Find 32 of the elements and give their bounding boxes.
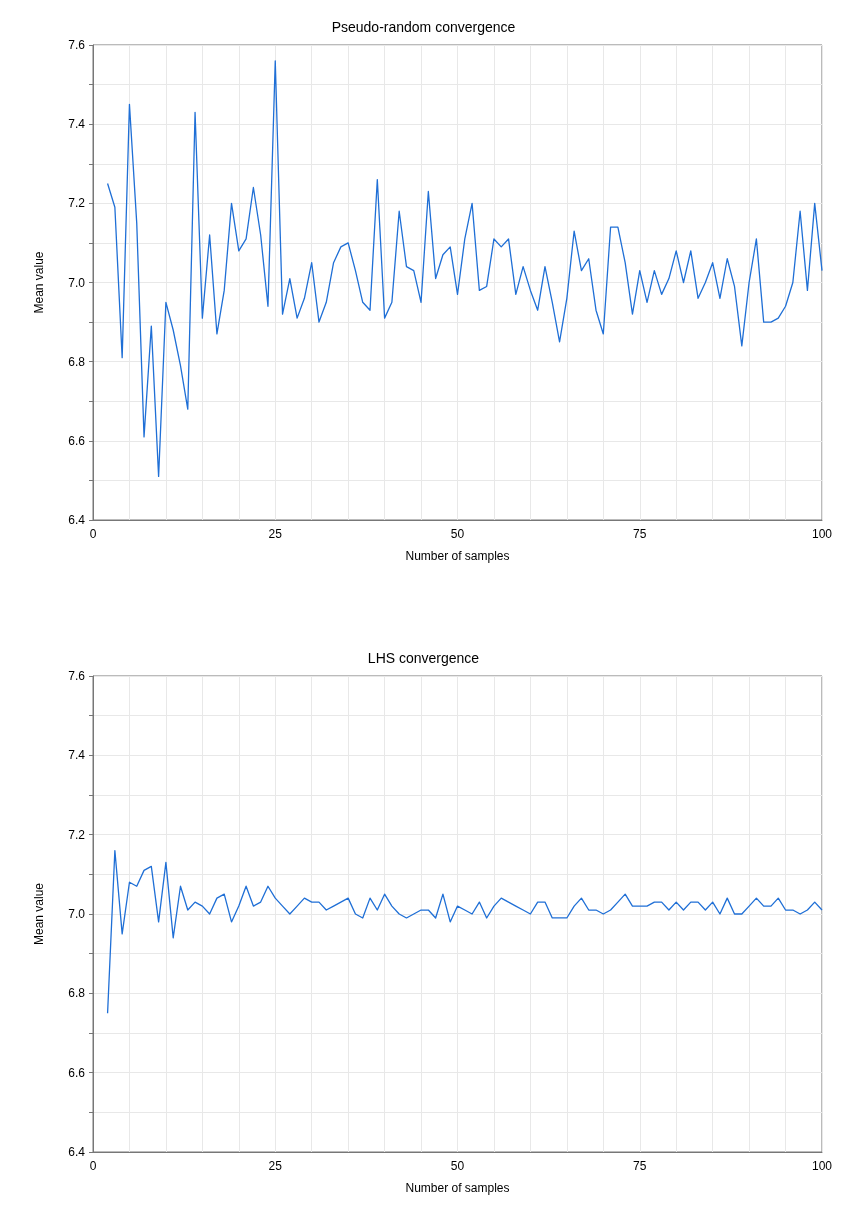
x-tick-label: 0 (89, 1159, 97, 1173)
x-axis-title: Number of samples (405, 1181, 510, 1195)
y-tick-label: 7.6 (68, 669, 86, 683)
y-tick-label: 6.8 (68, 354, 86, 369)
x-axis-title: Number of samples (405, 549, 510, 563)
chart-title: Pseudo-random convergence (331, 19, 516, 35)
x-tick-label: 100 (811, 527, 833, 541)
y-tick-label: 7.2 (68, 196, 86, 211)
line-series (106, 60, 823, 478)
x-tick-label: 75 (633, 527, 647, 541)
y-tick-label: 7.4 (68, 117, 86, 132)
chart-title: LHS convergence (367, 650, 480, 666)
y-tick-label: 6.6 (68, 433, 86, 448)
x-tick-label: 50 (450, 527, 465, 541)
y-tick-label: 7.4 (68, 748, 86, 763)
y-tick-label: 6.4 (68, 513, 86, 527)
x-tick-label: 25 (268, 1159, 283, 1173)
y-tick-label: 7.2 (68, 827, 86, 842)
y-tick-label: 7.0 (68, 907, 86, 921)
x-tick-label: 25 (268, 527, 283, 541)
x-tick-label: 0 (89, 527, 97, 541)
y-tick-label: 6.4 (68, 1145, 86, 1159)
line-series (106, 849, 823, 1014)
y-axis-title: Mean value (32, 251, 46, 314)
y-tick-label: 7.6 (68, 38, 86, 52)
x-tick-label: 75 (633, 1159, 647, 1173)
y-axis-title: Mean value (32, 882, 46, 946)
y-tick-label: 6.6 (68, 1065, 86, 1080)
x-tick-label: 50 (450, 1159, 465, 1173)
x-tick-label: 100 (811, 1159, 833, 1173)
y-tick-label: 6.8 (68, 986, 86, 1001)
y-tick-label: 7.0 (68, 275, 86, 290)
